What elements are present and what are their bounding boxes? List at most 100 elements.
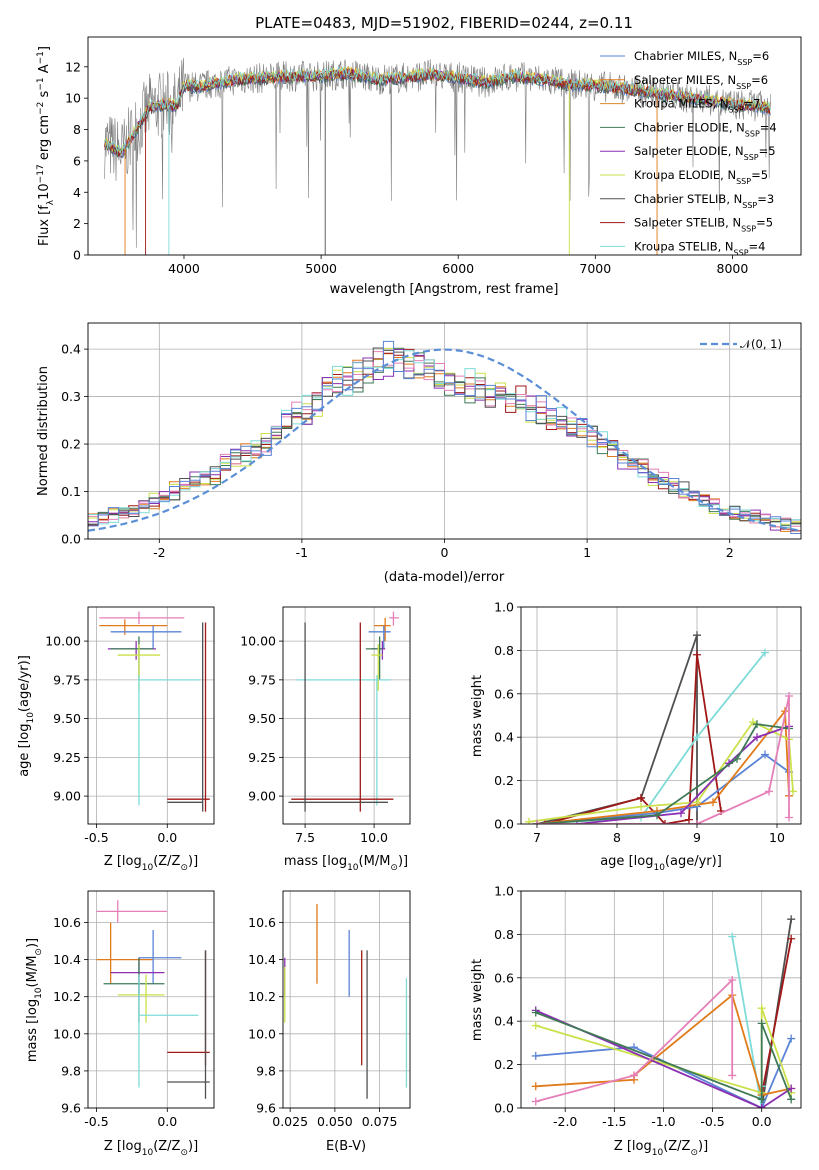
y-tick-label: 9.25 (248, 750, 276, 765)
series-marker (728, 1071, 737, 1080)
y-tick-label: 9.75 (53, 672, 81, 687)
y-tick-label: 1.0 (494, 884, 514, 899)
legend-entry: Chabrier ELODIE, NSSP=4 (634, 120, 777, 138)
series-marker (637, 793, 645, 802)
y-tick-label: 0.8 (494, 927, 514, 942)
y-tick-label: 4 (73, 185, 81, 200)
series-marker (693, 798, 701, 807)
series-marker (733, 754, 741, 763)
y-tick-label: 10.0 (53, 1026, 81, 1041)
errorbar-point (389, 611, 399, 626)
legend-entry: Kroupa ELODIE, NSSP=5 (634, 168, 768, 186)
series-line (535, 977, 734, 1103)
y-axis-label: Normed distribution (36, 366, 51, 496)
plot-area-mass_vs_ebv (284, 903, 408, 1099)
errorbar-point (107, 641, 156, 660)
legend-entry: Salpeter ELODIE, NSSP=5 (634, 144, 776, 162)
panel-mass_vs_ebv: 0.025 0.050 0.075 9.6 9.8 10.0 10.2 10.4 10.6 (248, 890, 411, 1129)
y-tick-label: 9.8 (256, 1063, 276, 1078)
errorbar-point (103, 957, 165, 1023)
y-tick-label: 9.75 (248, 672, 276, 687)
errorbar-point (167, 622, 204, 812)
x-tick-label: 7 (533, 830, 541, 845)
y-tick-label: 10.2 (53, 989, 81, 1004)
y-tick-label: 0.6 (494, 970, 514, 985)
errorbar-point (96, 922, 154, 984)
series-marker (728, 975, 737, 984)
x-axis-label: wavelength [Angstrom, rest frame] (330, 282, 559, 297)
series-marker (709, 798, 717, 807)
x-axis-label: (data-model)/error (384, 570, 505, 585)
series-marker (753, 733, 761, 742)
errorbar-point (167, 622, 210, 812)
y-axis-label: mass weight (470, 959, 485, 1041)
y-tick-label: 0.2 (494, 1057, 514, 1072)
legend-entry: Chabrier STELIB, NSSP=3 (634, 192, 774, 210)
x-tick-label: 1 (583, 545, 591, 560)
series-marker (757, 1019, 766, 1028)
y-axis-label: mass weight (470, 675, 485, 757)
x-tick-label: 0.075 (362, 1114, 398, 1129)
x-tick-label: -2.0 (553, 1114, 577, 1129)
plot-area-spectrum (104, 57, 772, 255)
y-tick-label: 0.3 (61, 389, 81, 404)
x-tick-label: 2 (726, 545, 734, 560)
errorbar-point (365, 636, 383, 680)
series-marker (693, 733, 701, 742)
series-line (535, 993, 792, 1097)
plot-area-mass_vs_Z (96, 900, 210, 1099)
x-tick-label: -1.5 (602, 1114, 626, 1129)
panel-age_vs_Z: -0.5 0.0 9.00 9.25 9.50 9.75 10.00 (45, 606, 215, 845)
histogram-chabrier_miles (88, 340, 801, 534)
x-axis-label: Z [log10(Z/Z⊙)] (104, 854, 198, 873)
series-marker (761, 648, 769, 657)
panel-mass_vs_Z: -0.5 0.0 9.6 9.8 10.0 10.2 10.4 10.6 (53, 890, 215, 1129)
errorbar-point (296, 675, 391, 806)
plot-area-mass_weight_vs_Z (531, 915, 796, 1108)
panel-mass_weight_vs_Z: -2.0 -1.5 -1.0 -0.5 0.0 0.0 0.2 0.4 0.6 0.8 1.0 (494, 884, 802, 1129)
series-marker (757, 1004, 766, 1013)
model-line-kroupa_stelib (104, 66, 771, 157)
series-marker (753, 720, 761, 729)
chart-title: PLATE=0483, MJD=51902, FIBERID=0244, z=0… (255, 14, 633, 32)
x-tick-label: 8 (613, 830, 621, 845)
y-tick-label: 9.00 (53, 789, 81, 804)
axes-frame (282, 606, 411, 825)
y-tick-label: 10.00 (240, 634, 276, 649)
y-tick-label: 0.0 (494, 817, 514, 832)
y-tick-label: 10.6 (248, 915, 276, 930)
errorbar-point (288, 622, 388, 812)
x-tick-label: -1 (296, 545, 308, 560)
series-marker (787, 915, 796, 924)
x-tick-label: 0 (441, 545, 449, 560)
series-marker (637, 802, 645, 811)
y-tick-label: 9.25 (53, 750, 81, 765)
errorbar-point (110, 636, 154, 680)
errorbar-point (138, 974, 199, 1088)
legend-entry: Salpeter MILES, NSSP=6 (634, 73, 768, 91)
x-tick-label: 9 (693, 830, 701, 845)
axes-frame (87, 322, 802, 540)
series-marker (525, 817, 533, 824)
x-tick-label: -1.0 (651, 1114, 675, 1129)
x-tick-label: -0.5 (84, 1114, 108, 1129)
series-marker (757, 1104, 766, 1108)
series-line (760, 938, 793, 1096)
y-tick-label: 0.2 (61, 437, 81, 452)
y-tick-label: 9.6 (61, 1101, 81, 1116)
series-marker (531, 1097, 540, 1106)
x-axis-label: Z [log10(Z/Z⊙)] (104, 1139, 198, 1158)
series-marker (677, 809, 685, 818)
series-marker (789, 787, 797, 796)
series-marker (785, 813, 793, 822)
y-tick-label: 0.0 (494, 1101, 514, 1116)
y-tick-label: 9.00 (248, 789, 276, 804)
normal-curve (88, 348, 801, 532)
y-tick-label: 0.8 (494, 643, 514, 658)
y-tick-label: 9.6 (256, 1101, 276, 1116)
y-tick-label: 1.0 (494, 600, 514, 615)
series-marker (531, 1082, 540, 1091)
x-tick-label: 5000 (305, 261, 337, 276)
series-marker (541, 820, 549, 824)
panel-residuals: -2 -1 0 1 2 0.0 0.1 0.2 0.3 0.4 (61, 322, 802, 560)
